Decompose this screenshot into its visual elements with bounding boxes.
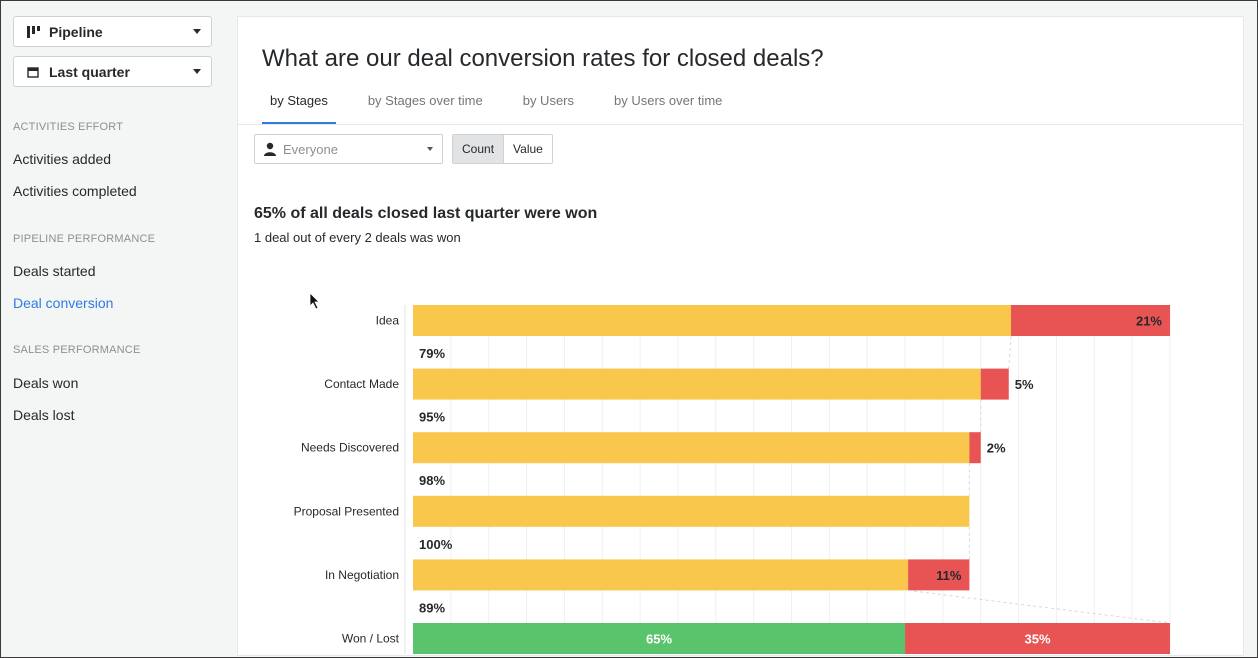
drop-label: 5% <box>1015 377 1034 392</box>
chevron-down-icon <box>193 29 201 34</box>
section-heading-activities: ACTIVITIES EFFORT <box>13 121 124 133</box>
conversion-label: 95% <box>419 410 445 425</box>
pipeline-icon <box>26 25 40 39</box>
funnel-connector <box>1008 335 1012 369</box>
conversion-label: 100% <box>419 537 453 552</box>
drop-label: 11% <box>936 568 962 583</box>
conversion-funnel-chart: Idea 21% 79% Contact Made 5% 95% Needs Discove… <box>294 305 1171 654</box>
dropped-bar <box>1011 305 1170 336</box>
tab-by-users-over-time[interactable]: by Users over time <box>614 93 723 108</box>
mouse-cursor-icon <box>309 292 320 310</box>
pipeline-dropdown-label: Pipeline <box>49 23 103 40</box>
category-label: Contact Made <box>324 377 399 391</box>
sidebar-item-activities-completed[interactable]: Activities completed <box>13 183 137 199</box>
section-heading-sales: SALES PERFORMANCE <box>13 344 141 356</box>
sidebar-item-activities-added[interactable]: Activities added <box>13 151 112 167</box>
sidebar-item-deals-started[interactable]: Deals started <box>13 263 96 279</box>
summary-headline: 65% of all deals closed last quarter wer… <box>254 205 598 222</box>
count-value-toggle: Count Value <box>452 134 553 164</box>
tab-divider <box>238 124 1243 125</box>
report-tabs: by Stages by Stages over time by Users b… <box>262 93 754 124</box>
dropped-bar <box>908 559 970 591</box>
tab-by-stages[interactable]: by Stages <box>262 93 336 124</box>
converted-bar <box>413 305 1012 336</box>
tab-by-users[interactable]: by Users <box>522 93 575 108</box>
report-panel: What are our deal conversion rates for c… <box>237 16 1244 656</box>
pipeline-dropdown[interactable]: Pipeline <box>13 16 212 47</box>
sidebar-item-deals-won[interactable]: Deals won <box>13 375 79 391</box>
converted-bar <box>413 559 909 591</box>
tab-by-stages-over-time[interactable]: by Stages over time <box>367 93 483 108</box>
user-filter-value: Everyone <box>283 141 338 157</box>
section-heading-pipeline: PIPELINE PERFORMANCE <box>13 233 156 245</box>
chevron-down-icon <box>193 69 201 74</box>
converted-bar <box>413 432 970 464</box>
chevron-down-icon <box>427 147 433 151</box>
converted-bar <box>413 495 970 527</box>
funnel-connector <box>908 589 1171 624</box>
sidebar-item-deal-conversion[interactable]: Deal conversion <box>13 295 114 311</box>
sidebar: Pipeline Last quarter ACTIVITIES EFFORT … <box>1 1 223 658</box>
page-title: What are our deal conversion rates for c… <box>262 45 824 72</box>
period-dropdown[interactable]: Last quarter <box>13 56 212 87</box>
dropped-bar <box>980 368 1009 400</box>
sidebar-item-deals-lost[interactable]: Deals lost <box>13 407 75 423</box>
conversion-label: 98% <box>419 473 445 488</box>
drop-label: 2% <box>987 441 1006 456</box>
user-icon <box>264 142 276 156</box>
converted-bar <box>413 368 981 400</box>
category-label: Needs Discovered <box>301 441 399 455</box>
category-label: Idea <box>376 314 400 328</box>
won-bar <box>413 623 906 654</box>
period-dropdown-label: Last quarter <box>49 63 130 80</box>
value-toggle-button[interactable]: Value <box>513 142 543 156</box>
drop-label: 21% <box>1136 314 1162 329</box>
lost-label: 35% <box>1025 632 1051 647</box>
summary-subline: 1 deal out of every 2 deals was won <box>254 230 461 245</box>
won-label: 65% <box>646 632 672 647</box>
category-label: Proposal Presented <box>294 504 399 518</box>
count-toggle-button[interactable]: Count <box>453 135 505 163</box>
calendar-icon <box>26 65 40 79</box>
dropped-bar <box>969 432 981 464</box>
conversion-label: 89% <box>419 600 445 615</box>
user-filter-select[interactable]: Everyone <box>254 134 443 164</box>
category-label: Won / Lost <box>342 632 400 646</box>
conversion-label: 79% <box>419 346 445 361</box>
category-label: In Negotiation <box>325 568 399 582</box>
lost-bar <box>905 623 1170 654</box>
